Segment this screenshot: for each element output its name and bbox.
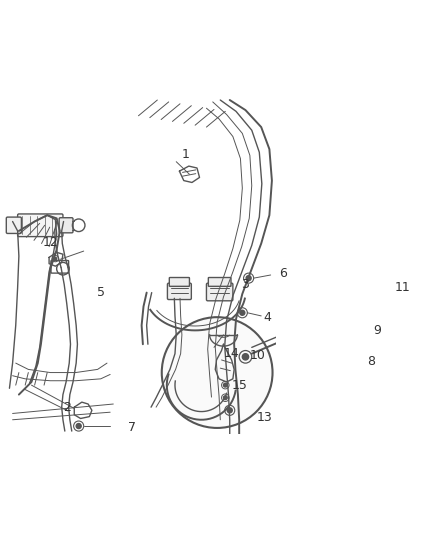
Circle shape: [223, 383, 227, 387]
Circle shape: [365, 345, 371, 352]
Circle shape: [227, 408, 232, 413]
FancyBboxPatch shape: [354, 289, 395, 313]
FancyBboxPatch shape: [206, 283, 233, 301]
FancyBboxPatch shape: [392, 293, 402, 309]
Text: 11: 11: [395, 281, 411, 294]
Text: 15: 15: [231, 378, 247, 392]
Circle shape: [54, 257, 57, 260]
FancyBboxPatch shape: [208, 278, 231, 286]
Text: 10: 10: [250, 349, 266, 362]
FancyBboxPatch shape: [59, 217, 73, 233]
FancyBboxPatch shape: [358, 295, 385, 307]
Text: 14: 14: [224, 347, 240, 360]
Circle shape: [76, 424, 81, 429]
Text: 12: 12: [42, 236, 58, 249]
Text: 1: 1: [182, 148, 190, 160]
FancyBboxPatch shape: [6, 217, 21, 233]
Circle shape: [240, 310, 245, 316]
Text: 6: 6: [279, 267, 287, 280]
FancyBboxPatch shape: [167, 283, 191, 300]
Circle shape: [242, 354, 249, 360]
FancyBboxPatch shape: [18, 214, 63, 237]
Text: 3: 3: [241, 278, 249, 291]
Text: 9: 9: [374, 324, 381, 337]
Text: 2: 2: [64, 401, 71, 414]
Circle shape: [162, 317, 272, 428]
Text: 8: 8: [367, 356, 375, 368]
Text: 7: 7: [128, 422, 136, 434]
FancyBboxPatch shape: [170, 278, 190, 286]
Circle shape: [223, 396, 227, 400]
Circle shape: [246, 276, 251, 281]
Text: 5: 5: [97, 286, 105, 299]
Text: 13: 13: [257, 411, 272, 424]
Text: 4: 4: [264, 311, 272, 324]
